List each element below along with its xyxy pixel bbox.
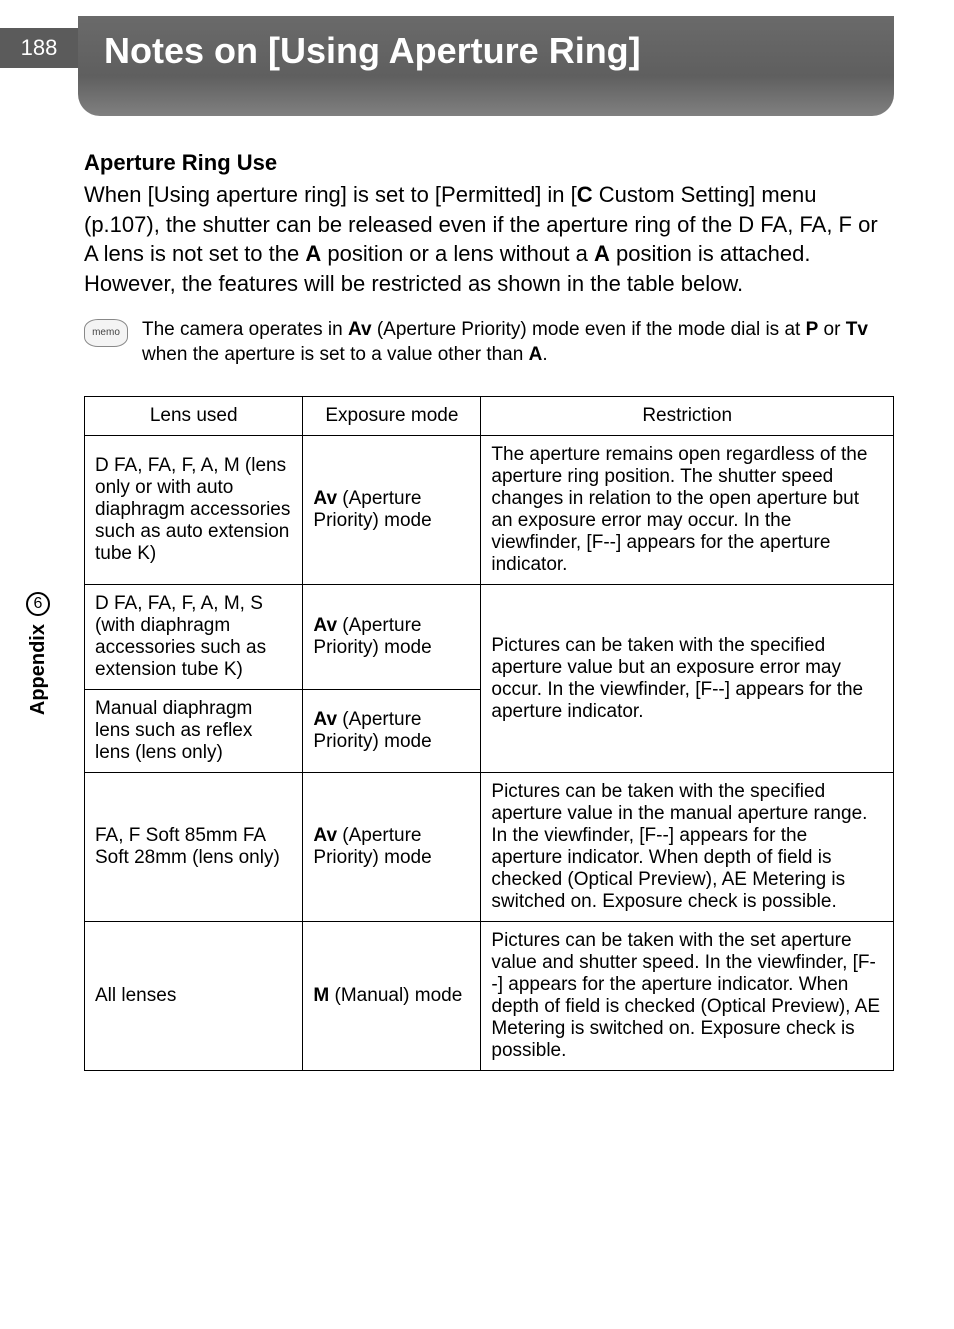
- page-number: 188: [21, 35, 58, 61]
- memo-text: The camera operates in Av (Aperture Prio…: [142, 317, 894, 368]
- cell-mode-5: M (Manual) mode: [303, 922, 481, 1071]
- restriction-table: Lens used Exposure mode Restriction D FA…: [84, 396, 894, 1071]
- mode-av-1: Av: [313, 488, 337, 509]
- mode-m-5: M: [313, 985, 329, 1006]
- memo-block: memo The camera operates in Av (Aperture…: [84, 317, 894, 368]
- mode-letter-a1: A: [305, 241, 321, 266]
- mode-av: Av: [348, 319, 372, 340]
- memo-seg-1: The camera operates in: [142, 319, 348, 340]
- cell-lens-1: D FA, FA, F, A, M (lens only or with aut…: [85, 436, 303, 585]
- mode-av-4: Av: [313, 825, 337, 846]
- mode-av-3: Av: [313, 709, 337, 730]
- cell-rest-5: Pictures can be taken with the set apert…: [481, 922, 894, 1071]
- table-row: D FA, FA, F, A, M (lens only or with aut…: [85, 436, 894, 585]
- cell-lens-4: FA, F Soft 85mm FA Soft 28mm (lens only): [85, 773, 303, 922]
- side-section-number: 6: [26, 592, 50, 616]
- memo-seg-9: .: [542, 344, 547, 365]
- table-row: FA, F Soft 85mm FA Soft 28mm (lens only)…: [85, 773, 894, 922]
- cell-mode-4: Av (Aperture Priority) mode: [303, 773, 481, 922]
- table-header-row: Lens used Exposure mode Restriction: [85, 397, 894, 436]
- mode-a: A: [529, 344, 543, 365]
- memo-icon-label: memo: [92, 327, 120, 338]
- body-seg-5: position or a lens without a: [321, 241, 594, 266]
- body-seg-1: When [Using aperture ring] is set to [Pe…: [84, 182, 577, 207]
- header-restriction: Restriction: [481, 397, 894, 436]
- table-row: All lenses M (Manual) mode Pictures can …: [85, 922, 894, 1071]
- mode-tv: Tv: [846, 319, 868, 340]
- body-paragraph: When [Using aperture ring] is set to [Pe…: [84, 180, 894, 299]
- side-section-label: Appendix: [27, 624, 50, 715]
- header-mode: Exposure mode: [303, 397, 481, 436]
- header-lens: Lens used: [85, 397, 303, 436]
- memo-seg-7: when the aperture is set to a value othe…: [142, 344, 529, 365]
- mode-letter-a2: A: [594, 241, 610, 266]
- side-section-tab: 6 Appendix: [26, 592, 50, 715]
- memo-seg-5: or: [818, 319, 845, 340]
- cell-mode-3: Av (Aperture Priority) mode: [303, 690, 481, 773]
- memo-icon: memo: [84, 319, 128, 347]
- table-row: D FA, FA, F, A, M, S (with diaphragm acc…: [85, 585, 894, 690]
- memo-seg-3: (Aperture Priority) mode even if the mod…: [372, 319, 806, 340]
- mode-letter-c: C: [577, 182, 593, 207]
- cell-rest-4: Pictures can be taken with the specified…: [481, 773, 894, 922]
- cell-mode-1: Av (Aperture Priority) mode: [303, 436, 481, 585]
- mode-p: P: [806, 319, 819, 340]
- mode-av-2: Av: [313, 615, 337, 636]
- subheading: Aperture Ring Use: [84, 150, 894, 176]
- cell-lens-2: D FA, FA, F, A, M, S (with diaphragm acc…: [85, 585, 303, 690]
- cell-lens-3: Manual diaphragm lens such as reflex len…: [85, 690, 303, 773]
- page-number-tab: 188: [0, 28, 78, 68]
- cell-rest-1: The aperture remains open regardless of …: [481, 436, 894, 585]
- cell-mode-2: Av (Aperture Priority) mode: [303, 585, 481, 690]
- content-area: Aperture Ring Use When [Using aperture r…: [84, 150, 894, 1071]
- page-title: Notes on [Using Aperture Ring]: [104, 30, 641, 71]
- cell-lens-5: All lenses: [85, 922, 303, 1071]
- page-title-banner: Notes on [Using Aperture Ring]: [78, 16, 894, 116]
- mode-m-suffix-5: (Manual) mode: [329, 985, 462, 1006]
- cell-rest-23: Pictures can be taken with the specified…: [481, 585, 894, 773]
